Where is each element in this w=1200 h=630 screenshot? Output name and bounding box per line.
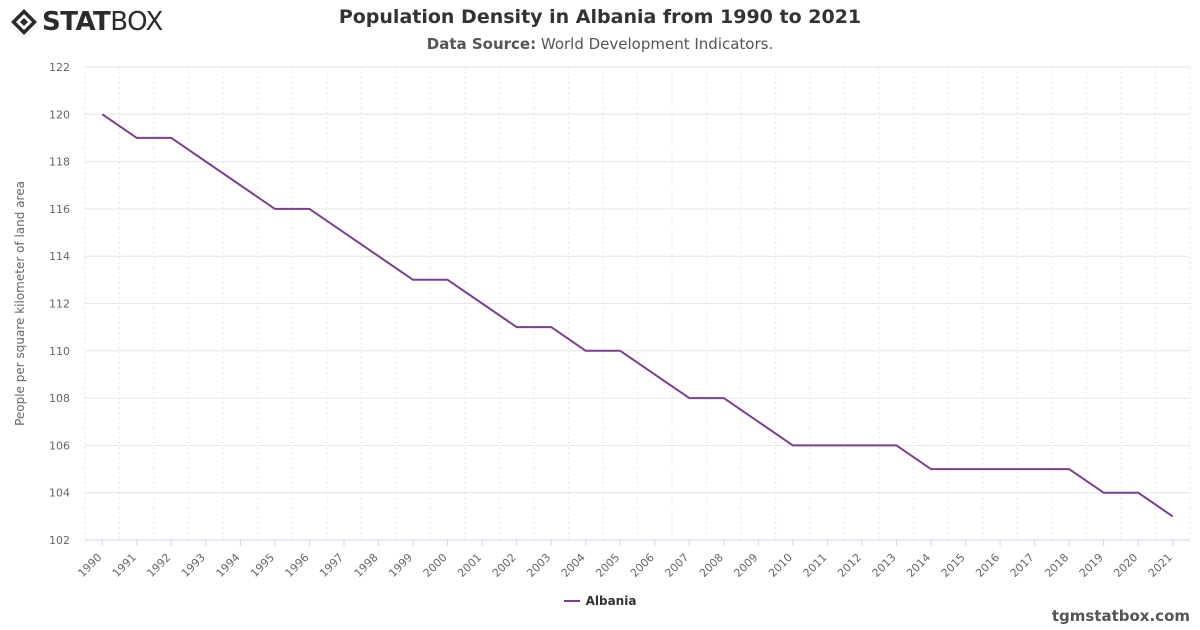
x-tick-label: 2019 <box>1077 551 1106 580</box>
y-tick-label: 110 <box>49 345 70 358</box>
x-tick-label: 2014 <box>904 551 933 580</box>
x-tick-label: 2008 <box>697 551 726 580</box>
x-tick-label: 1995 <box>248 551 277 580</box>
x-tick-label: 1992 <box>144 551 173 580</box>
x-tick-label: 2016 <box>973 551 1002 580</box>
x-tick-label: 2005 <box>593 551 622 580</box>
y-tick-label: 102 <box>49 534 70 547</box>
x-tick-label: 1999 <box>386 551 415 580</box>
y-tick-label: 122 <box>49 61 70 74</box>
x-tick-label: 2012 <box>835 551 864 580</box>
logo-text-light: BOX <box>110 7 163 37</box>
chart-title: Population Density in Albania from 1990 … <box>338 6 862 28</box>
y-tick-label: 114 <box>49 250 70 263</box>
y-tick-label: 106 <box>49 439 70 452</box>
x-tick-label: 1993 <box>179 551 208 580</box>
y-axis-title: People per square kilometer of land area <box>13 181 27 426</box>
x-tick-label: 2009 <box>731 551 760 580</box>
x-tick-label: 2015 <box>939 551 968 580</box>
x-tick-label: 2003 <box>524 551 553 580</box>
x-tick-label: 1996 <box>283 551 312 580</box>
x-tick-label: 2004 <box>559 551 588 580</box>
x-tick-label: 2017 <box>1008 551 1037 580</box>
y-tick-label: 116 <box>49 203 70 216</box>
x-tick-label: 2018 <box>1042 551 1071 580</box>
x-tick-label: 1997 <box>317 551 346 580</box>
x-tick-label: 2010 <box>766 551 795 580</box>
x-tick-label: 1994 <box>214 551 243 580</box>
logo-text: STATBOX <box>42 7 163 37</box>
x-tick-label: 2011 <box>801 551 830 580</box>
chart-subtitle: Data Source: World Development Indicator… <box>0 35 1200 53</box>
x-tick-label: 2002 <box>490 551 519 580</box>
y-tick-label: 112 <box>49 298 70 311</box>
y-tick-label: 120 <box>49 108 70 121</box>
series-line-albania <box>101 113 1174 518</box>
x-tick-label: 2020 <box>1111 551 1140 580</box>
y-tick-label: 108 <box>49 392 70 405</box>
x-tick-label: 2001 <box>455 551 484 580</box>
x-tick-label: 1991 <box>110 551 139 580</box>
legend[interactable]: Albania <box>0 594 1200 608</box>
watermark: tgmstatbox.com <box>1051 607 1190 625</box>
y-tick-label: 104 <box>49 487 70 500</box>
x-tick-label: 2000 <box>421 551 450 580</box>
x-tick-label: 2006 <box>628 551 657 580</box>
subtitle-label: Data Source: <box>426 35 537 53</box>
logo-text-bold: STAT <box>42 7 111 37</box>
x-tick-label: 2013 <box>870 551 899 580</box>
x-tick-label: 2021 <box>1146 551 1175 580</box>
x-tick-label: 1998 <box>352 551 381 580</box>
subtitle-value: World Development Indicators. <box>536 35 774 53</box>
y-tick-label: 118 <box>49 156 70 169</box>
diamond-logo-icon <box>11 9 37 35</box>
legend-swatch <box>563 600 580 602</box>
x-tick-label: 1990 <box>75 551 104 580</box>
statbox-logo[interactable]: STATBOX <box>10 6 163 38</box>
legend-label-albania[interactable]: Albania <box>585 594 637 608</box>
x-tick-label: 2007 <box>662 551 691 580</box>
